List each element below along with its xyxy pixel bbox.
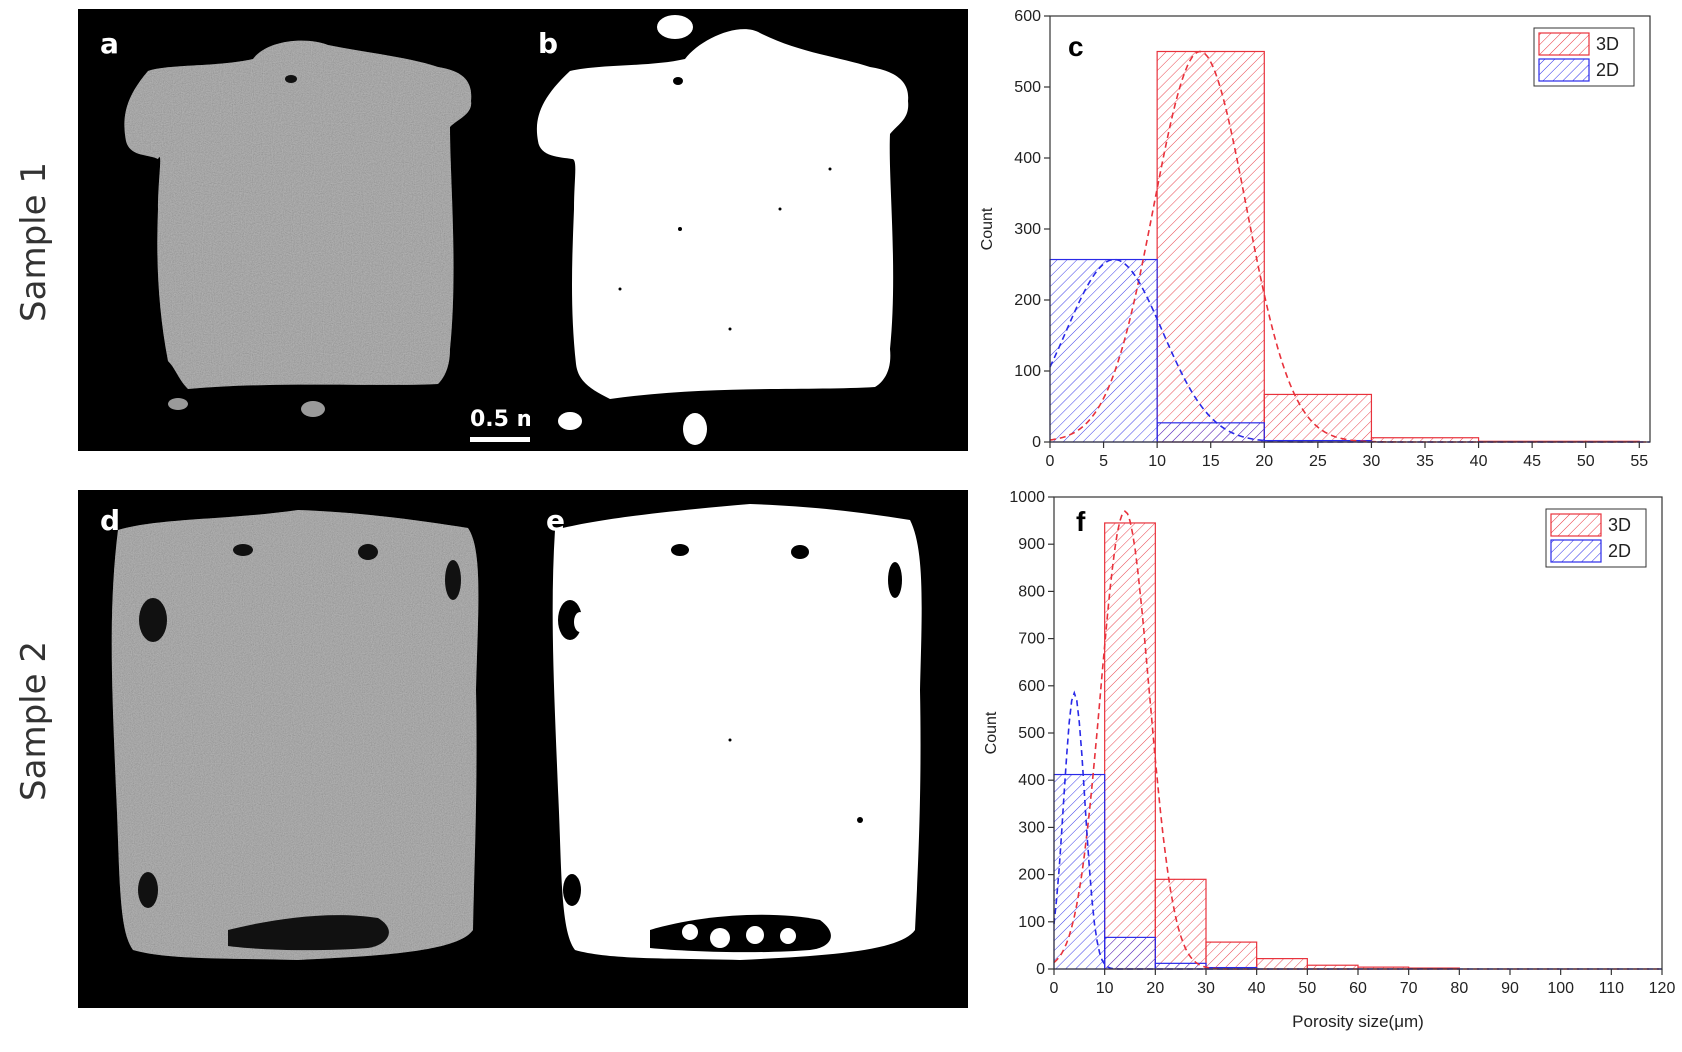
bar-3d-20-30 <box>1263 393 1373 443</box>
bar-3d-10-20 <box>1156 50 1265 443</box>
ct-image-panel-d: d <box>78 490 530 1008</box>
histogram-chart-f: 0 10 20 30 40 50 60 70 80 90 100 110 120 0 100 200 300 40… <box>983 489 1676 1031</box>
y-tick-label: 500 <box>1014 79 1041 96</box>
x-axis-label: Porosity size(μm) <box>1292 1012 1424 1031</box>
fit-curve-3d <box>1049 50 1650 443</box>
y-tick-label: 600 <box>1018 678 1045 695</box>
bar-2d-10-20 <box>1104 936 1156 970</box>
legend-label-2d: 2D <box>1596 60 1619 80</box>
legend-swatch-3d <box>1550 513 1602 537</box>
panel-letter-e: e <box>546 504 565 537</box>
ct-image-panel-a: a <box>78 9 530 451</box>
x-tick-label: 80 <box>1450 980 1468 997</box>
x-tick-label: 50 <box>1298 980 1316 997</box>
y-tick-label: 400 <box>1018 772 1045 789</box>
bar-2d-0-10 <box>1053 773 1106 970</box>
y-tick-label: 200 <box>1018 867 1045 884</box>
y-axis-label: Count <box>980 207 996 250</box>
legend-label-3d: 3D <box>1596 34 1619 54</box>
ct-image-panel-b: b <box>530 9 968 451</box>
histogram-chart-c: 0 5 10 15 20 25 30 35 40 45 50 55 0 100 200 300 400 500 60… <box>979 8 1651 470</box>
y-tick-label: 700 <box>1018 631 1045 648</box>
x-tick-label: 30 <box>1363 453 1381 470</box>
panel-letter-b: b <box>538 27 559 60</box>
x-tick-label: 20 <box>1255 453 1273 470</box>
ct-slice-grayscale-1 <box>124 40 472 417</box>
y-axis-label: Count <box>983 711 1000 754</box>
y-tick-label: 800 <box>1018 583 1045 600</box>
y-tick-label: 0 <box>1036 961 1045 978</box>
legend-label-3d: 3D <box>1608 515 1631 535</box>
y-tick-label: 300 <box>1014 221 1041 238</box>
x-tick-label: 20 <box>1146 980 1164 997</box>
bar-3d-20-30 <box>1154 878 1207 970</box>
y-tick-label: 200 <box>1014 292 1041 309</box>
y-tick-label: 500 <box>1018 725 1045 742</box>
panel-letter-c: c <box>1068 31 1084 62</box>
x-tick-label: 25 <box>1309 453 1327 470</box>
bar-3d-10-20 <box>1104 522 1156 970</box>
legend-swatch-2d <box>1550 539 1602 563</box>
x-tick-label: 10 <box>1096 980 1114 997</box>
ct-slice-binary-2 <box>552 504 922 960</box>
bar-3d-30-40 <box>1205 941 1258 970</box>
row-label-sample-1: Sample 1 <box>14 162 54 322</box>
row-label-sample-2: Sample 2 <box>14 641 54 801</box>
y-tick-label: 900 <box>1018 536 1045 553</box>
x-tick-label: 70 <box>1400 980 1418 997</box>
bar-2d-10-20 <box>1156 422 1265 443</box>
legend-swatch-3d <box>1538 32 1590 56</box>
x-tick-label: 110 <box>1599 980 1625 997</box>
y-tick-label: 100 <box>1014 363 1041 380</box>
y-tick-label: 400 <box>1014 150 1041 167</box>
bar-3d-40-50 <box>1256 958 1308 970</box>
panel-letter-a: a <box>100 27 119 60</box>
x-tick-label: 55 <box>1630 453 1648 470</box>
ct-slice-grayscale-2 <box>111 510 479 960</box>
x-tick-label: 0 <box>1046 453 1055 470</box>
x-tick-label: 15 <box>1202 453 1220 470</box>
bar-2d-0-10 <box>1049 258 1158 443</box>
x-tick-label: 40 <box>1248 980 1266 997</box>
x-tick-label: 40 <box>1470 453 1488 470</box>
y-tick-label: 0 <box>1032 434 1041 451</box>
x-tick-label: 120 <box>1649 980 1676 997</box>
y-tick-label: 1000 <box>1009 489 1045 506</box>
panel-letter-f: f <box>1076 506 1086 537</box>
x-tick-label: 10 <box>1148 453 1166 470</box>
chart-c: 0 5 10 15 20 25 30 35 40 45 50 55 0 100 200 300 400 500 60… <box>979 0 1680 480</box>
y-tick-label: 600 <box>1014 8 1041 25</box>
x-tick-label: 45 <box>1523 453 1541 470</box>
x-tick-label: 100 <box>1547 980 1574 997</box>
panel-letter-d: d <box>100 504 121 537</box>
y-tick-label: 100 <box>1018 914 1045 931</box>
x-tick-label: 0 <box>1050 980 1059 997</box>
chart-f: 0 10 20 30 40 50 60 70 80 90 100 110 120 0 100 200 300 40… <box>980 480 1680 1047</box>
legend-swatch-2d <box>1538 58 1590 82</box>
ct-slice-binary-1 <box>536 15 909 445</box>
x-tick-label: 90 <box>1501 980 1519 997</box>
x-tick-label: 5 <box>1099 453 1108 470</box>
x-tick-label: 35 <box>1416 453 1434 470</box>
legend-label-2d: 2D <box>1608 541 1631 561</box>
x-tick-label: 30 <box>1197 980 1215 997</box>
ct-image-panel-e: e <box>530 490 968 1008</box>
x-tick-label: 50 <box>1577 453 1595 470</box>
y-tick-label: 300 <box>1018 819 1045 836</box>
x-tick-label: 60 <box>1349 980 1367 997</box>
